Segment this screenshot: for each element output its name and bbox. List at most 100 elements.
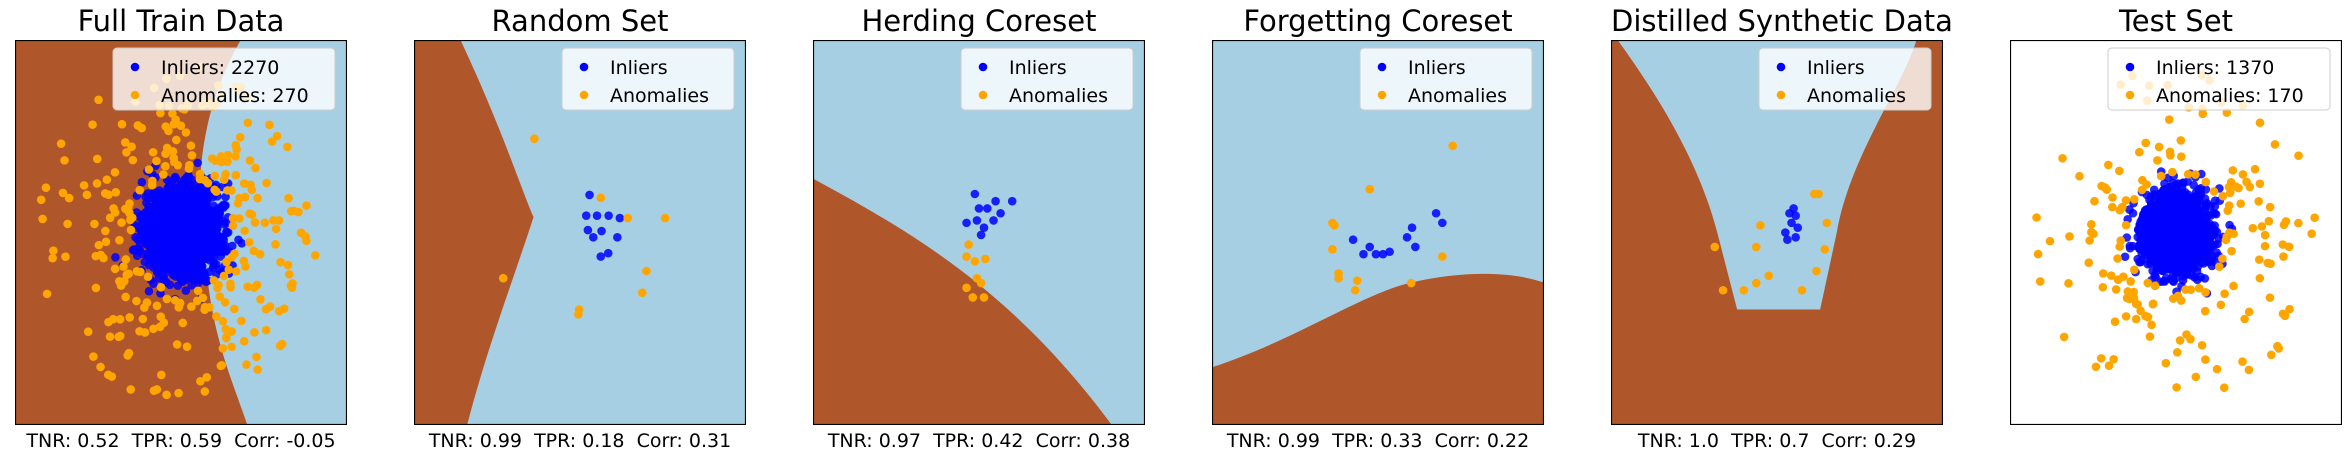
data-points xyxy=(1710,189,1832,295)
data-point xyxy=(2219,383,2229,392)
scatter-plot: Inliers Anomalies xyxy=(1611,40,1943,425)
data-point xyxy=(287,283,297,293)
data-point xyxy=(237,239,247,248)
data-point xyxy=(221,246,231,256)
data-point xyxy=(138,314,148,324)
data-point xyxy=(2212,364,2222,374)
data-point xyxy=(2244,365,2254,375)
data-point xyxy=(2159,216,2169,226)
data-point xyxy=(2218,254,2227,263)
data-point xyxy=(189,195,199,205)
data-point xyxy=(2227,246,2236,256)
data-point xyxy=(63,219,72,229)
data-point xyxy=(2257,222,2267,231)
data-point xyxy=(271,240,280,249)
data-point xyxy=(2125,241,2135,251)
data-point xyxy=(2059,332,2069,342)
data-point xyxy=(1764,271,1773,281)
plot-frame xyxy=(2010,40,2342,425)
data-point xyxy=(1783,235,1792,245)
data-point xyxy=(2172,348,2182,357)
data-point xyxy=(193,286,203,296)
data-point xyxy=(1448,141,1457,151)
data-point xyxy=(311,251,320,260)
data-point xyxy=(121,255,131,264)
data-point xyxy=(996,208,1005,218)
data-points xyxy=(2032,70,2319,392)
data-points xyxy=(498,134,670,319)
data-point xyxy=(223,150,233,160)
plot-frame xyxy=(1611,40,1943,425)
data-point xyxy=(220,298,230,307)
data-point xyxy=(2104,361,2114,370)
data-point xyxy=(227,252,237,262)
data-point xyxy=(1751,278,1761,288)
data-point xyxy=(178,277,187,287)
data-point xyxy=(215,208,225,218)
plot-frame xyxy=(813,40,1145,425)
data-point xyxy=(146,251,155,261)
data-point xyxy=(144,286,154,296)
data-point xyxy=(2182,270,2192,279)
data-point xyxy=(284,193,293,203)
data-point xyxy=(126,225,136,235)
data-point xyxy=(56,139,66,148)
data-point xyxy=(61,252,70,261)
data-point xyxy=(2192,205,2202,215)
data-point xyxy=(2121,312,2131,321)
data-point xyxy=(1007,196,1017,206)
data-point xyxy=(2065,232,2074,241)
data-point xyxy=(126,385,136,394)
data-point xyxy=(2086,220,2096,229)
data-point xyxy=(2121,220,2131,230)
data-point xyxy=(2197,340,2207,350)
data-point xyxy=(2191,372,2201,382)
data-point xyxy=(144,165,154,174)
data-point xyxy=(2168,167,2177,177)
data-point xyxy=(186,221,196,230)
data-point xyxy=(207,154,217,163)
data-point xyxy=(2236,199,2245,208)
data-point xyxy=(246,180,255,190)
data-point xyxy=(1330,220,1339,230)
data-point xyxy=(2102,185,2112,194)
data-point xyxy=(210,171,219,181)
data-point xyxy=(2192,193,2202,202)
data-point xyxy=(260,218,270,227)
data-point xyxy=(2270,140,2280,149)
data-point xyxy=(155,322,165,332)
data-point xyxy=(2168,294,2178,303)
data-point xyxy=(209,217,218,227)
data-point xyxy=(2238,170,2248,179)
data-point xyxy=(2265,202,2275,212)
data-point xyxy=(2244,307,2254,317)
data-point xyxy=(2178,257,2188,266)
data-point xyxy=(253,193,262,203)
data-point xyxy=(2183,169,2193,179)
data-point xyxy=(161,212,170,221)
data-point xyxy=(162,294,172,304)
data-point xyxy=(148,147,158,157)
data-point xyxy=(2173,179,2183,188)
data-point xyxy=(105,332,115,341)
data-point xyxy=(2151,272,2161,282)
data-point xyxy=(2089,229,2098,239)
data-point xyxy=(200,203,210,213)
data-point xyxy=(2096,354,2106,363)
data-point xyxy=(42,289,52,299)
data-point xyxy=(167,180,177,189)
data-point xyxy=(623,213,633,223)
data-point xyxy=(197,191,207,201)
data-point xyxy=(181,243,191,252)
data-point xyxy=(991,196,1000,206)
data-point xyxy=(2248,223,2258,233)
data-point xyxy=(283,142,292,152)
data-point xyxy=(174,268,184,277)
data-point xyxy=(2255,118,2265,127)
subplot-title: Distilled Synthetic Data xyxy=(1611,4,1953,38)
data-point xyxy=(2201,185,2211,194)
data-point xyxy=(2141,311,2150,321)
data-point xyxy=(137,220,146,230)
data-point xyxy=(2058,153,2067,163)
legend-marker xyxy=(130,62,140,72)
